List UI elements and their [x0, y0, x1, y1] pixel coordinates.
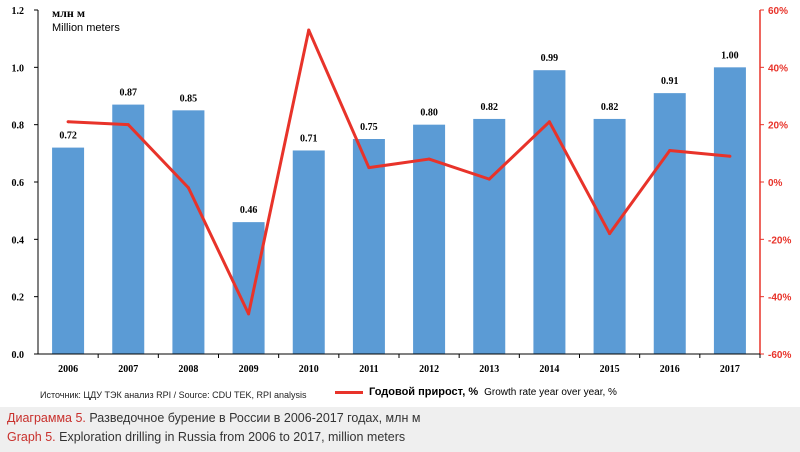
x-axis-label-2017: 2017 — [720, 364, 740, 375]
chart: 0.720.870.850.460.710.750.800.820.990.82… — [12, 6, 792, 375]
legend-line-swatch — [335, 390, 363, 394]
growth-rate-line — [68, 28, 731, 316]
x-axis-label-2011: 2011 — [359, 364, 378, 375]
legend-label-ru: Годовой прирост, % — [369, 386, 479, 398]
caption-ru: Диаграмма 5. Разведочное бурение в Росси… — [7, 411, 420, 425]
source-note: Источник: ЦДУ ТЭК анализ RPI / Source: C… — [40, 390, 307, 400]
x-axis-label-2015: 2015 — [600, 364, 620, 375]
growth-point-2011 — [367, 166, 371, 170]
bar-value-label-2013: 0.82 — [481, 102, 499, 113]
caption-en-label: Graph 5. — [7, 430, 56, 444]
caption-ru-text: Разведочное бурение в России в 2006-2017… — [85, 411, 421, 425]
caption-ru-label: Диаграмма 5. — [7, 411, 86, 425]
bar-2008 — [172, 110, 205, 354]
left-axis-tick-label-1.0: 1.0 — [12, 63, 25, 74]
right-axis-tick-label--40%: -40% — [768, 293, 791, 304]
growth-point-2007 — [126, 123, 130, 127]
right-axis-tick-label--20%: -20% — [768, 235, 791, 246]
growth-point-2013 — [487, 177, 491, 181]
growth-point-2014 — [547, 120, 551, 124]
growth-point-2009 — [247, 312, 251, 316]
bar-value-label-2008: 0.85 — [180, 93, 198, 104]
bar-2013 — [473, 118, 506, 354]
x-axis-label-2016: 2016 — [660, 364, 680, 375]
left-axis-tick-label-1.2: 1.2 — [12, 6, 25, 17]
right-axis-tick-label--60%: -60% — [768, 350, 791, 361]
bar-value-label-2017: 1.00 — [721, 50, 739, 61]
bar-2007 — [112, 104, 145, 354]
left-axis-tick-label-0.6: 0.6 — [12, 178, 25, 189]
right-axis-tick-label-60%: 60% — [768, 6, 788, 17]
left-axis-tick-label-0.8: 0.8 — [12, 121, 25, 132]
legend: Годовой прирост, % Growth rate year over… — [335, 386, 617, 398]
x-axis-label-2012: 2012 — [419, 364, 439, 375]
right-axis-tick-label-20%: 20% — [768, 121, 788, 132]
bar-2014 — [533, 70, 566, 354]
growth-point-2017 — [728, 154, 732, 158]
bar-value-label-2011: 0.75 — [360, 122, 378, 133]
bar-value-label-2009: 0.46 — [240, 205, 258, 216]
bar-2006 — [52, 147, 85, 354]
left-axis-unit-en: Million meters — [52, 22, 120, 34]
right-axis-tick-label-40%: 40% — [768, 63, 788, 74]
growth-point-2015 — [608, 232, 612, 236]
bar-2010 — [292, 150, 325, 354]
growth-point-2010 — [307, 28, 311, 32]
caption-en: Graph 5. Exploration drilling in Russia … — [7, 430, 405, 444]
left-axis-tick-label-0.4: 0.4 — [12, 235, 25, 246]
bar-value-label-2016: 0.91 — [661, 76, 679, 87]
caption-en-text: Exploration drilling in Russia from 2006… — [55, 430, 406, 444]
bar-value-label-2014: 0.99 — [541, 53, 559, 64]
x-axis-label-2007: 2007 — [118, 364, 138, 375]
bar-value-label-2010: 0.71 — [300, 133, 318, 144]
bar-value-label-2006: 0.72 — [59, 131, 77, 142]
left-axis-tick-label-0.0: 0.0 — [12, 350, 25, 361]
legend-label-en: Growth rate year over year, % — [484, 386, 617, 398]
caption-box: Диаграмма 5. Разведочное бурение в Росси… — [0, 407, 800, 452]
growth-point-2012 — [427, 157, 431, 161]
bar-value-label-2007: 0.87 — [120, 88, 138, 99]
x-axis-label-2014: 2014 — [539, 364, 559, 375]
x-axis-label-2009: 2009 — [239, 364, 259, 375]
x-axis-label-2006: 2006 — [58, 364, 78, 375]
growth-point-2016 — [668, 148, 672, 152]
right-axis-tick-label-0%: 0% — [768, 178, 783, 189]
left-axis-unit-ru: млн м — [52, 6, 85, 20]
growth-point-2008 — [186, 186, 190, 190]
x-axis-label-2013: 2013 — [479, 364, 499, 375]
x-axis-label-2008: 2008 — [178, 364, 198, 375]
x-axis-label-2010: 2010 — [299, 364, 319, 375]
growth-point-2006 — [66, 120, 70, 124]
bar-value-label-2015: 0.82 — [601, 102, 619, 113]
bar-2015 — [593, 118, 626, 354]
bar-2016 — [653, 93, 686, 354]
bar-2011 — [352, 139, 385, 354]
bar-2017 — [713, 67, 746, 354]
left-axis-tick-label-0.2: 0.2 — [12, 293, 25, 304]
bar-value-label-2012: 0.80 — [420, 108, 438, 119]
